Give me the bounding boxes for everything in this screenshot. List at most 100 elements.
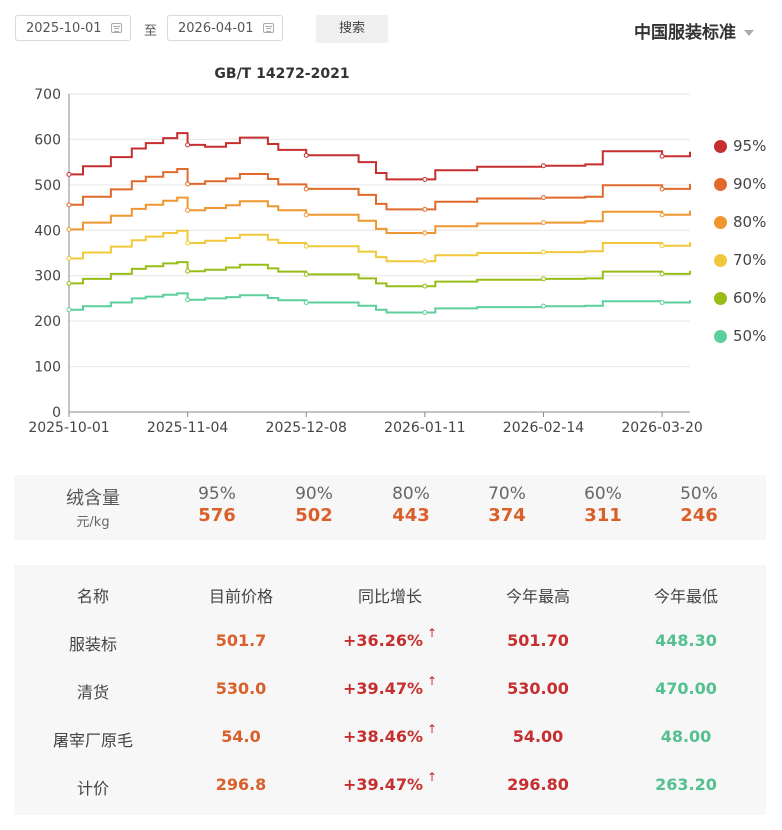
series-point [185,181,191,187]
legend-swatch [714,254,727,267]
x-tick-label: 2025-11-04 [147,420,228,436]
calendar-icon[interactable] [263,23,274,33]
series-point [659,212,665,218]
summary-pct: 90% [295,484,333,504]
end-date-value: 2026-04-01 [178,21,254,36]
summary-pct: 50% [680,484,718,504]
series-point [659,186,665,192]
summary-column: 60% 311 [563,484,643,526]
series-point [303,300,309,306]
series-point [185,297,191,303]
chart-title: GB/T 14272-2021 [214,66,349,82]
table-cell-text: 计价 [76,779,109,798]
summary-value: 502 [295,505,333,526]
series-line-95pct [69,132,691,181]
calendar-icon[interactable] [111,23,122,33]
summary-column: 90% 502 [274,484,354,526]
summary-value: 246 [680,505,718,526]
table-cell-text: 屠宰厂原毛 [52,731,133,750]
table-cell-text: +39.47% [342,775,423,794]
chevron-down-icon [744,30,754,36]
y-tick-label: 100 [34,360,61,376]
table-cell-text: 501.7 [215,631,267,650]
legend-label: 95% [733,137,767,155]
legend-swatch [714,292,727,305]
table-header-cell: 今年最高 [505,587,570,606]
end-date-input[interactable]: 2026-04-01 [167,15,283,41]
series-point [422,283,428,289]
standard-select[interactable]: 中国服装标准 [634,18,754,43]
legend-swatch [714,216,727,229]
series-point [422,310,428,316]
arrow-up-icon: ↑ [426,674,438,688]
y-tick-label: 700 [34,87,61,103]
y-tick-label: 600 [34,132,61,148]
legend-swatch [714,140,727,153]
table-cell-text: 清货 [76,683,109,702]
table-cell-text: 501.70 [507,631,569,650]
legend-label: 90% [733,175,767,193]
series-point [540,303,546,309]
table-cell-high: 530.00 [463,679,613,698]
series-point [659,243,665,249]
standard-select-label: 中国服装标准 [634,23,736,43]
price-table: 名称 目前价格 同比增长 今年最高 今年最低 服装标 501.7 +36.26% ↑ 501.70… [14,565,766,815]
series-point [422,176,428,182]
legend-label: 60% [733,289,767,307]
summary-pct: 80% [392,484,430,504]
fill-content-summary: 绒含量 元/kg 95% 576 90% 502 80% 443 70% 374 60% 311 5… [14,475,766,540]
series-point [303,243,309,249]
table-header-cell: 同比增长 [357,587,422,606]
table-header-cell: 名称 [76,587,109,606]
summary-value: 576 [198,505,236,526]
series-point [66,255,72,261]
table-cell-yoy: +38.46% ↑ [315,722,465,746]
summary-header-unit: 元/kg [76,515,110,530]
table-header-cell: 今年最低 [653,587,718,606]
series-point [422,206,428,212]
table-cell-text: +38.46% [342,727,423,746]
table-cell-low: 470.00 [611,679,761,698]
table-cell-text: +39.47% [342,679,423,698]
summary-pct: 60% [584,484,622,504]
table-cell-name: 服装标 [18,631,168,655]
series-line-90pct [69,168,691,211]
summary-value: 443 [392,505,430,526]
table-cell-text: 54.0 [221,727,261,746]
x-tick-label: 2026-01-11 [384,420,465,436]
series-point [185,207,191,213]
table-cell-low: 448.30 [611,631,761,650]
search-button[interactable]: 搜索 [316,15,388,43]
legend-label: 70% [733,251,767,269]
series-point [422,230,428,236]
table-cell-low: 48.00 [611,727,761,746]
series-line-70pct [69,229,691,263]
table-cell-text: 296.80 [507,775,569,794]
summary-pct: 70% [488,484,526,504]
table-cell-yoy: +39.47% ↑ [315,770,465,794]
series-point [66,280,72,286]
legend-label: 80% [733,213,767,231]
arrow-up-icon: ↑ [426,770,438,784]
table-cell-text: 296.8 [215,775,267,794]
series-point [303,186,309,192]
series-line-50pct [69,292,691,314]
table-cell-high: 501.70 [463,631,613,650]
start-date-input[interactable]: 2025-10-01 [15,15,131,41]
series-point [66,171,72,177]
price-line-chart: GB/T 14272-2021 0 100 200 300 400 500 600 700 202… [28,66,702,436]
table-cell-text: 263.20 [655,775,717,794]
series-point [659,153,665,159]
table-cell-text: 530.00 [507,679,569,698]
series-point [659,271,665,277]
y-tick-label: 300 [34,269,61,285]
table-cell-text: 48.00 [660,727,712,746]
table-cell-text: 448.30 [655,631,717,650]
table-cell-current: 501.7 [166,631,316,650]
series-point [303,152,309,158]
y-tick-label: 400 [34,223,61,239]
table-cell-high: 296.80 [463,775,613,794]
series-point [66,226,72,232]
summary-column: 80% 443 [371,484,451,526]
table-cell-text: 服装标 [68,635,117,654]
